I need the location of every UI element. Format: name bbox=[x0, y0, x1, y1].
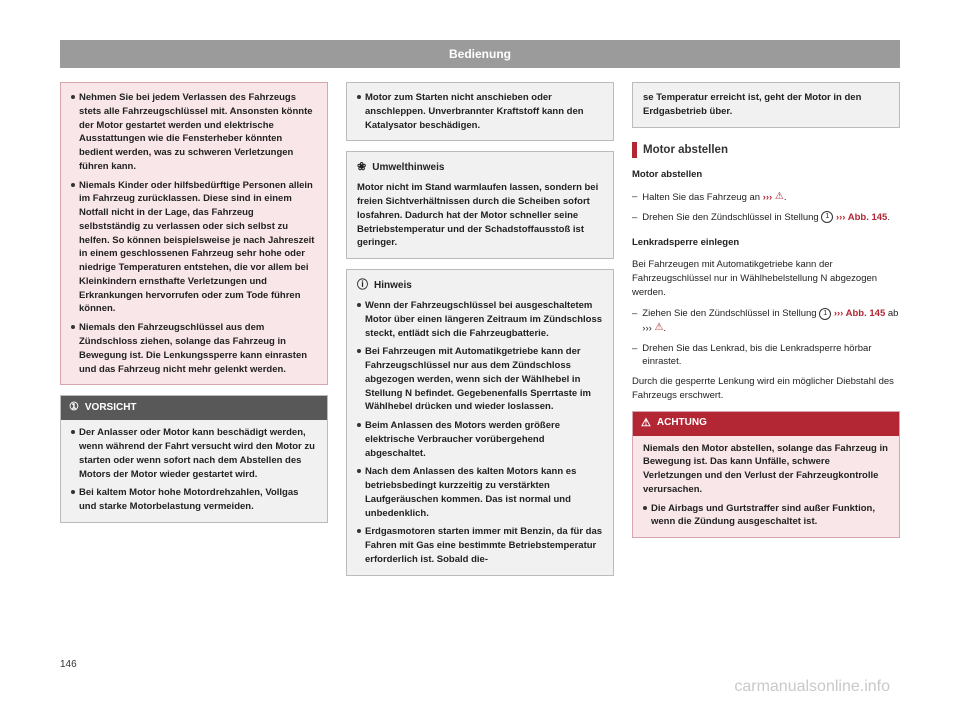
warn1-item3: Niemals den Fahrzeugschlüssel aus dem Zü… bbox=[71, 321, 317, 376]
warn1-text1: Nehmen Sie bei jedem Verlassen des Fahrz… bbox=[79, 91, 317, 174]
li3-a: Ziehen Sie den Zündschlüssel in Stellung bbox=[642, 308, 819, 319]
achtung-item2: Die Airbags und Gurtstraffer sind außer … bbox=[643, 502, 889, 530]
list-item-2: – Drehen Sie den Zündschlüssel in Stellu… bbox=[632, 211, 900, 225]
warn1-item1: Nehmen Sie bei jedem Verlassen des Fahrz… bbox=[71, 91, 317, 174]
li1-a: Halten Sie das Fahrzeug an bbox=[642, 192, 762, 203]
hinweis-text3: Beim Anlassen des Motors werden größere … bbox=[365, 419, 603, 460]
vorsicht-box: ① VORSICHT Der Anlasser oder Motor kann … bbox=[60, 395, 328, 523]
achtung-text2: Die Airbags und Gurtstraffer sind außer … bbox=[651, 502, 889, 530]
dash-icon: – bbox=[632, 342, 637, 370]
circled-1-icon: 1 bbox=[821, 211, 833, 223]
li2-a: Drehen Sie den Zündschlüssel in Stellung bbox=[642, 212, 821, 223]
achtung-title-bar: ⚠ ACHTUNG bbox=[633, 412, 899, 436]
header-title: Bedienung bbox=[449, 47, 511, 61]
section-heading: Motor abstellen bbox=[632, 142, 900, 159]
figure-ref: ››› Abb. 145 bbox=[831, 308, 885, 319]
paragraph-2: Bei Fahrzeugen mit Automatikgetriebe kan… bbox=[632, 258, 900, 299]
vorsicht-item2: Bei kaltem Motor hohe Motordrehzahlen, V… bbox=[71, 486, 317, 514]
subheading-1: Motor abstellen bbox=[632, 168, 900, 182]
subheading-2: Lenkradsperre einlegen bbox=[632, 236, 900, 250]
warning-triangle-icon: ⚠ bbox=[641, 416, 651, 432]
hinweis-title-row: ⓘ Hinweis bbox=[357, 278, 603, 294]
section-bar-icon bbox=[632, 142, 637, 158]
umwelt-box: ❀ Umwelthinweis Motor nicht im Stand war… bbox=[346, 151, 614, 259]
dash-icon: – bbox=[632, 211, 637, 225]
info-icon: ⓘ bbox=[357, 278, 368, 294]
warning-triangle-icon: ⚠ bbox=[775, 190, 784, 205]
paragraph-3: Durch die gesperrte Lenkung wird ein mög… bbox=[632, 375, 900, 403]
hinweis-cont-text: se Temperatur erreicht ist, geht der Mot… bbox=[643, 91, 889, 119]
page-header: Bedienung bbox=[60, 40, 900, 68]
achtung-title: ACHTUNG bbox=[657, 416, 707, 431]
list-text-1: Halten Sie das Fahrzeug an ››› ⚠. bbox=[642, 190, 786, 205]
achtung-box: ⚠ ACHTUNG Niemals den Motor abstellen, s… bbox=[632, 411, 900, 539]
vorsicht-text2: Bei kaltem Motor hohe Motordrehzahlen, V… bbox=[79, 486, 317, 514]
watermark: carmanualsonline.info bbox=[734, 678, 890, 696]
li1-b: . bbox=[784, 192, 787, 203]
hinweis-item2: Bei Fahrzeugen mit Automatikgetriebe kan… bbox=[357, 345, 603, 414]
hinweis-text1: Wenn der Fahrzeugschlüssel bei ausgescha… bbox=[365, 299, 603, 340]
warn1-item2: Niemals Kinder oder hilfsbedürftige Pers… bbox=[71, 179, 317, 317]
umwelt-title-row: ❀ Umwelthinweis bbox=[357, 160, 603, 176]
achtung-text1: Niemals den Motor abstellen, solange das… bbox=[643, 442, 889, 497]
hinweis-item3: Beim Anlassen des Motors werden größere … bbox=[357, 419, 603, 460]
vorsicht-item1: Der Anlasser oder Motor kann beschädigt … bbox=[71, 426, 317, 481]
vorsicht-title: VORSICHT bbox=[85, 401, 137, 416]
vorsicht-title-bar: ① VORSICHT bbox=[61, 396, 327, 420]
hinweis-item1: Wenn der Fahrzeugschlüssel bei ausgescha… bbox=[357, 299, 603, 340]
list-item-1: – Halten Sie das Fahrzeug an ››› ⚠. bbox=[632, 190, 900, 205]
column-3: se Temperatur erreicht ist, geht der Mot… bbox=[632, 82, 900, 586]
hinweis-text5: Erdgasmotoren starten immer mit Benzin, … bbox=[365, 525, 603, 566]
column-1: Nehmen Sie bei jedem Verlassen des Fahrz… bbox=[60, 82, 328, 586]
warning-triangle-icon: ⚠ bbox=[654, 321, 663, 336]
list-text-3: Ziehen Sie den Zündschlüssel in Stellung… bbox=[642, 307, 900, 335]
list-text-2: Drehen Sie den Zündschlüssel in Stellung… bbox=[642, 211, 890, 225]
vorsicht-text1: Der Anlasser oder Motor kann beschädigt … bbox=[79, 426, 317, 481]
column-2: Motor zum Starten nicht anschieben oder … bbox=[346, 82, 614, 586]
ref-link: ››› bbox=[763, 192, 773, 203]
warning-box-continued: Nehmen Sie bei jedem Verlassen des Fahrz… bbox=[60, 82, 328, 385]
warn1-text2: Niemals Kinder oder hilfsbedürftige Pers… bbox=[79, 179, 317, 317]
hinweis-item4: Nach dem Anlassen des kalten Motors kann… bbox=[357, 465, 603, 520]
hinweis-item5: Erdgasmotoren starten immer mit Benzin, … bbox=[357, 525, 603, 566]
warn1-text3: Niemals den Fahrzeugschlüssel aus dem Zü… bbox=[79, 321, 317, 376]
hinweis-box: ⓘ Hinweis Wenn der Fahrzeugschlüssel bei… bbox=[346, 269, 614, 576]
figure-ref: ››› Abb. 145 bbox=[833, 212, 887, 223]
caution-icon: ① bbox=[69, 400, 79, 416]
list-text-4: Drehen Sie das Lenkrad, bis die Lenkrads… bbox=[642, 342, 900, 370]
circled-1-icon: 1 bbox=[819, 308, 831, 320]
section-title: Motor abstellen bbox=[643, 142, 728, 159]
umwelt-text: Motor nicht im Stand warmlaufen lassen, … bbox=[357, 181, 603, 250]
dash-icon: – bbox=[632, 307, 637, 335]
list-item-3: – Ziehen Sie den Zündschlüssel in Stellu… bbox=[632, 307, 900, 335]
page-number: 146 bbox=[60, 659, 77, 670]
recycle-icon: ❀ bbox=[357, 160, 366, 176]
hinweis-text2: Bei Fahrzeugen mit Automatikgetriebe kan… bbox=[365, 345, 603, 414]
content-columns: Nehmen Sie bei jedem Verlassen des Fahrz… bbox=[60, 82, 900, 586]
hinweis-title: Hinweis bbox=[374, 279, 412, 294]
caution-cont-box: Motor zum Starten nicht anschieben oder … bbox=[346, 82, 614, 141]
caution-cont-text: Motor zum Starten nicht anschieben oder … bbox=[365, 91, 603, 132]
dash-icon: – bbox=[632, 190, 637, 205]
list-item-4: – Drehen Sie das Lenkrad, bis die Lenkra… bbox=[632, 342, 900, 370]
page-frame: Bedienung Nehmen Sie bei jedem Verlassen… bbox=[60, 40, 900, 678]
umwelt-title: Umwelthinweis bbox=[372, 161, 444, 176]
hinweis-text4: Nach dem Anlassen des kalten Motors kann… bbox=[365, 465, 603, 520]
hinweis-cont-box: se Temperatur erreicht ist, geht der Mot… bbox=[632, 82, 900, 128]
caution-cont-item: Motor zum Starten nicht anschieben oder … bbox=[357, 91, 603, 132]
